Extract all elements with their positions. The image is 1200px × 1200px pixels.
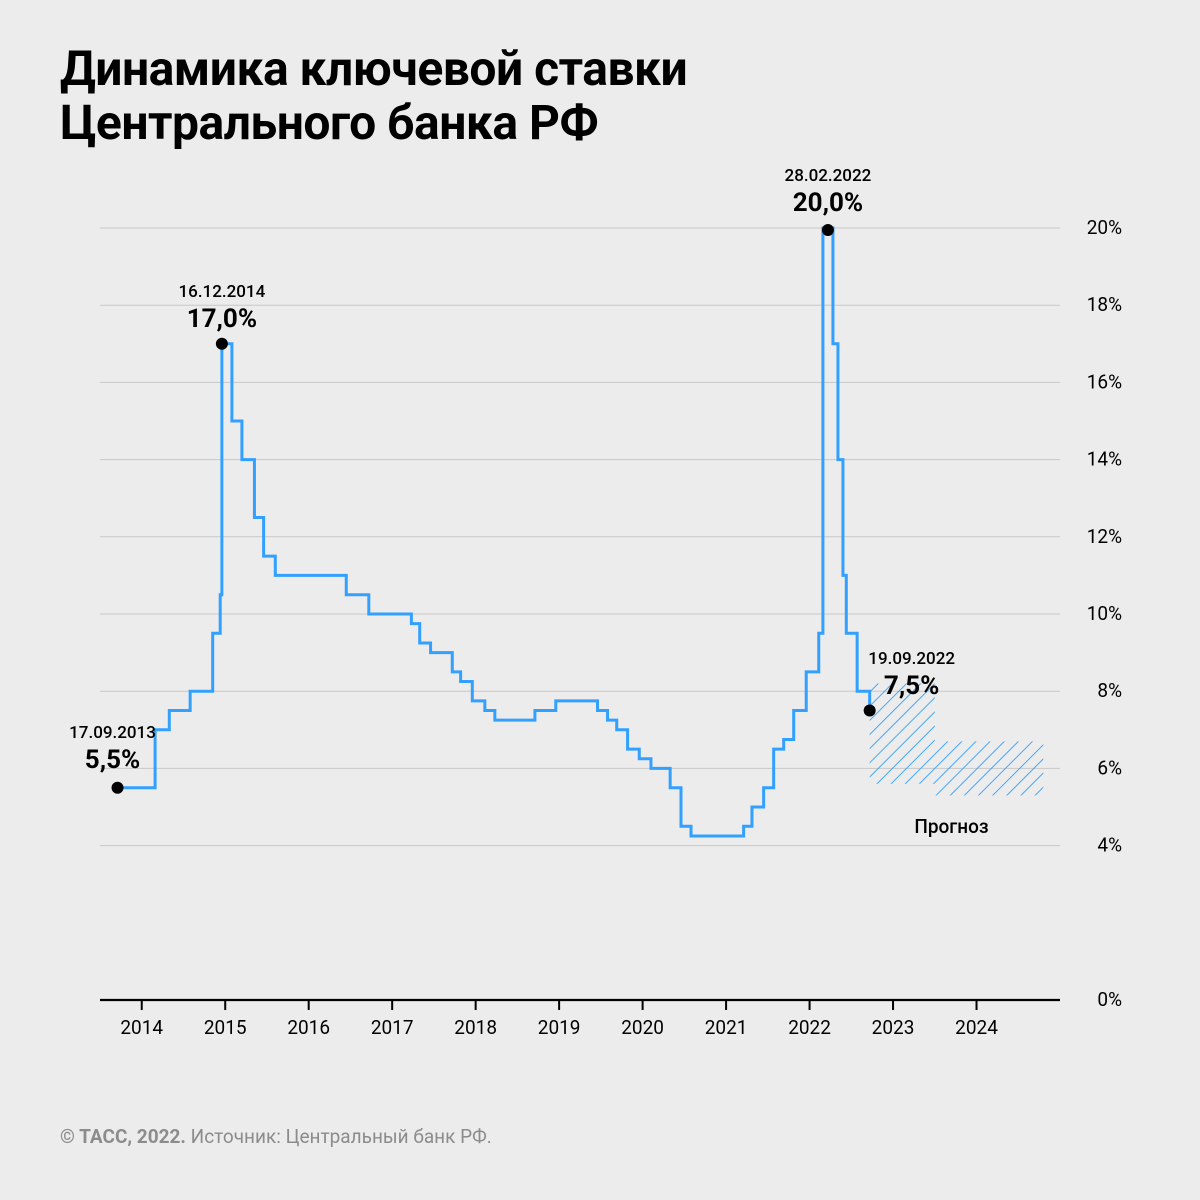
svg-text:2020: 2020 — [621, 1016, 664, 1039]
svg-text:12%: 12% — [1087, 525, 1122, 548]
chart-title: Динамика ключевой ставки Центрального ба… — [60, 42, 687, 150]
svg-text:2024: 2024 — [955, 1016, 998, 1039]
svg-text:4%: 4% — [1097, 834, 1122, 857]
rate-chart: 0% 4% 6% 8% 10% 12% 14% 16% 18% 20% 2014 2015 2016 20… — [60, 200, 1140, 1070]
svg-text:2015: 2015 — [204, 1016, 247, 1039]
svg-text:2021: 2021 — [705, 1016, 748, 1039]
svg-text:20%: 20% — [1087, 216, 1122, 239]
svg-text:2023: 2023 — [872, 1016, 915, 1039]
svg-text:2016: 2016 — [287, 1016, 330, 1039]
svg-text:2018: 2018 — [454, 1016, 497, 1039]
svg-text:10%: 10% — [1087, 602, 1122, 625]
title-line-1: Динамика ключевой ставки — [60, 40, 687, 97]
svg-text:0%: 0% — [1097, 988, 1122, 1011]
svg-text:2014: 2014 — [120, 1016, 163, 1039]
footer-copyright: © ТАСС, 2022. — [60, 1125, 186, 1148]
svg-text:18%: 18% — [1087, 293, 1122, 316]
footer-source: Источник: Центральный банк РФ. — [191, 1125, 492, 1148]
svg-text:16%: 16% — [1087, 370, 1122, 393]
svg-text:2019: 2019 — [538, 1016, 581, 1039]
annotation-date: 28.02.2022 — [785, 166, 872, 186]
footer-credit: © ТАСС, 2022. Источник: Центральный банк… — [60, 1125, 492, 1148]
svg-text:8%: 8% — [1097, 679, 1122, 702]
svg-text:2017: 2017 — [371, 1016, 414, 1039]
svg-text:2022: 2022 — [788, 1016, 831, 1039]
svg-text:6%: 6% — [1097, 756, 1122, 779]
svg-text:14%: 14% — [1087, 448, 1122, 471]
chart-container: 0% 4% 6% 8% 10% 12% 14% 16% 18% 20% 2014 2015 2016 20… — [60, 200, 1140, 1070]
forecast-label: Прогноз — [914, 815, 988, 838]
title-line-2: Центрального банка РФ — [60, 94, 598, 151]
